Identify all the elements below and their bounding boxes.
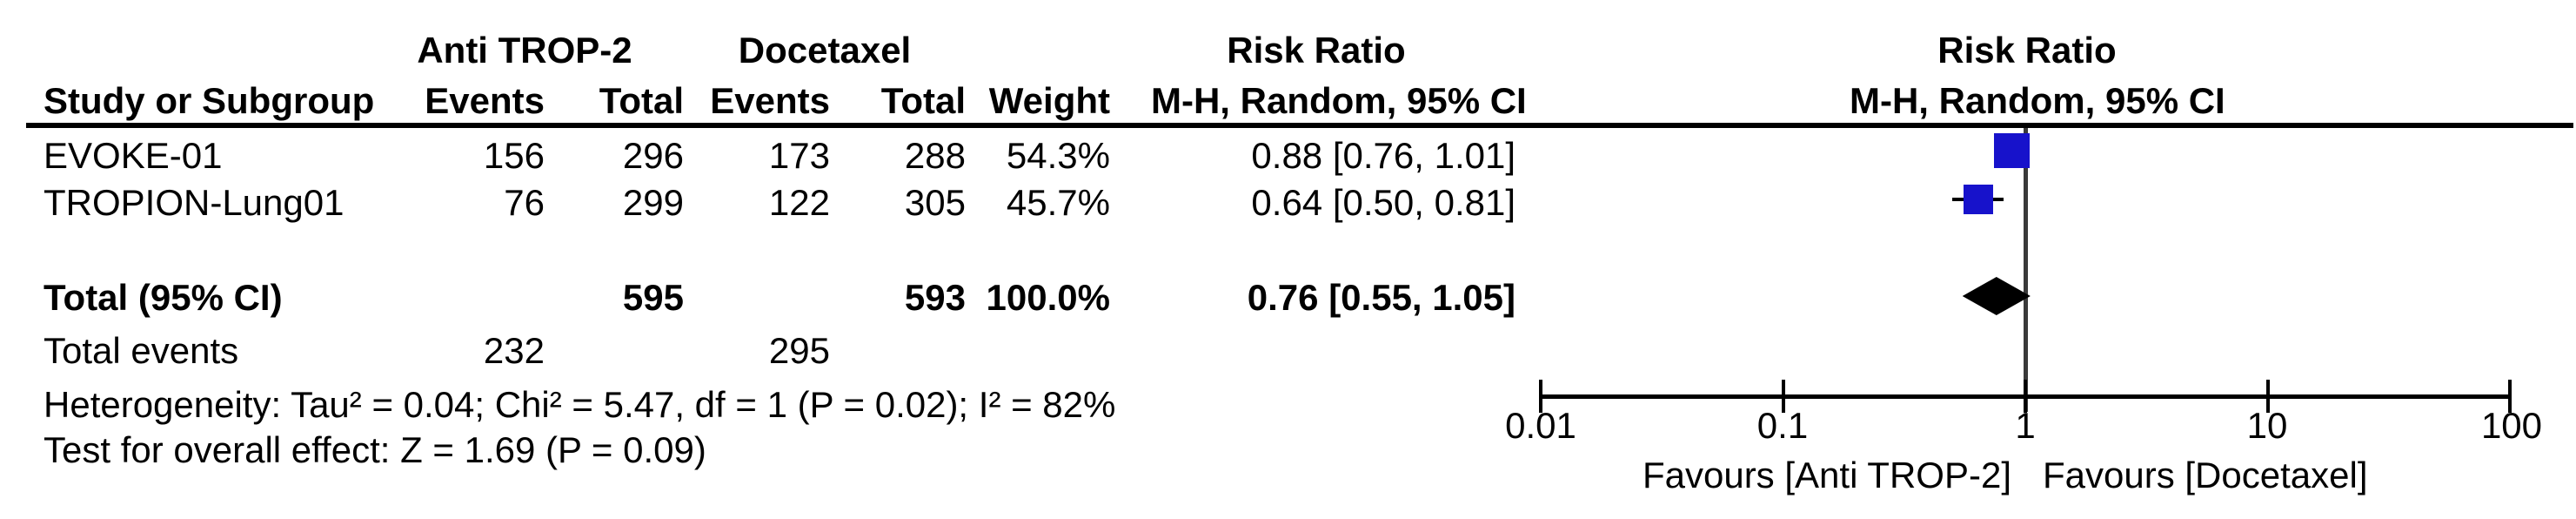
total2-sum: 593 bbox=[904, 277, 966, 318]
axis-tick bbox=[1539, 380, 1542, 413]
axis-tick-label: 100 bbox=[2480, 405, 2543, 446]
mh-ci-column-header: M-H, Random, 95% CI bbox=[1151, 80, 1527, 121]
study-name: TROPION-Lung01 bbox=[43, 182, 345, 223]
events1-column-header: Events bbox=[425, 80, 545, 121]
weight-value: 45.7% bbox=[1006, 182, 1110, 223]
total1-value: 296 bbox=[622, 135, 684, 176]
study-marker bbox=[1994, 132, 2030, 169]
ci-value: 0.88 [0.76, 1.01] bbox=[1251, 135, 1515, 176]
events2-value: 173 bbox=[768, 135, 830, 176]
total2-value: 288 bbox=[904, 135, 966, 176]
weight-value: 54.3% bbox=[1006, 135, 1110, 176]
total1-sum: 595 bbox=[622, 277, 684, 318]
group2-header: Docetaxel bbox=[738, 30, 912, 71]
heterogeneity-stats: Heterogeneity: Tau² = 0.04; Chi² = 5.47,… bbox=[43, 384, 1116, 425]
mh-ci-plot-header: M-H, Random, 95% CI bbox=[1850, 80, 2225, 121]
events2-value: 122 bbox=[768, 182, 830, 223]
total2-column-header: Total bbox=[880, 80, 966, 121]
total-events2: 295 bbox=[768, 330, 830, 371]
reference-line bbox=[2023, 128, 2028, 412]
total1-value: 299 bbox=[622, 182, 684, 223]
axis-tick-label: 0.1 bbox=[1756, 405, 1809, 446]
total-events-label: Total events bbox=[43, 330, 239, 371]
axis-tick bbox=[2024, 380, 2027, 413]
total-label: Total (95% CI) bbox=[43, 277, 283, 318]
events2-column-header: Events bbox=[710, 80, 830, 121]
study-name: EVOKE-01 bbox=[43, 135, 223, 176]
header-divider-rule bbox=[26, 123, 2573, 128]
axis-tick-label: 10 bbox=[2246, 405, 2288, 446]
axis-tick bbox=[1781, 380, 1785, 413]
favours-right-label: Favours [Docetaxel] bbox=[2043, 455, 2368, 495]
risk-ratio-plot-header: Risk Ratio bbox=[1937, 30, 2117, 71]
overall-effect-test: Test for overall effect: Z = 1.69 (P = 0… bbox=[43, 429, 706, 470]
group1-header: Anti TROP-2 bbox=[417, 30, 632, 71]
study-column-header: Study or Subgroup bbox=[43, 80, 375, 121]
axis-tick bbox=[2265, 380, 2270, 413]
axis-tick-label: 0.01 bbox=[1505, 405, 1576, 446]
axis-tick-label: 1 bbox=[2015, 405, 2036, 446]
total-ci: 0.76 [0.55, 1.05] bbox=[1247, 277, 1515, 318]
total-events1: 232 bbox=[483, 330, 545, 371]
study-marker bbox=[1963, 184, 1994, 215]
total-weight: 100.0% bbox=[986, 277, 1110, 318]
events1-value: 156 bbox=[483, 135, 545, 176]
ci-value: 0.64 [0.50, 0.81] bbox=[1251, 182, 1515, 223]
pooled-diamond bbox=[1962, 277, 2031, 315]
total2-value: 305 bbox=[904, 182, 966, 223]
axis-tick bbox=[2508, 380, 2512, 413]
weight-column-header: Weight bbox=[988, 80, 1110, 121]
total1-column-header: Total bbox=[599, 80, 684, 121]
favours-left-label: Favours [Anti TROP-2] bbox=[1642, 455, 2011, 495]
risk-ratio-column-header: Risk Ratio bbox=[1227, 30, 1406, 71]
events1-value: 76 bbox=[504, 182, 545, 223]
